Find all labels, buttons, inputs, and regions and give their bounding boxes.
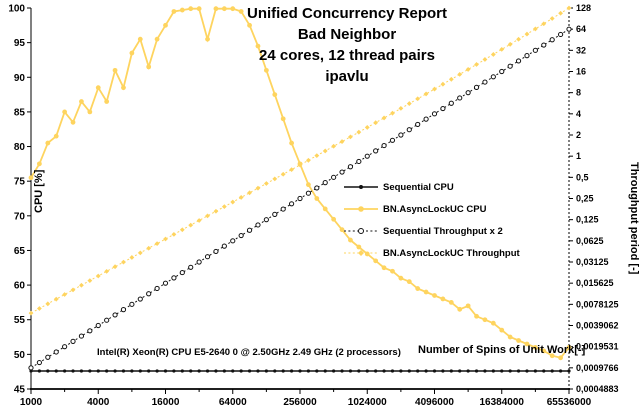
legend-sample-line-icon [344,206,378,212]
y-right-tick-label: 128 [576,3,591,13]
x-tick-label: 16000 [152,397,180,408]
legend-sample-line-icon [344,228,378,234]
y-left-tick-label: 100 [8,4,25,15]
y-right-tick-label: 0,0625 [576,236,604,246]
series-line-3 [30,7,570,314]
y-left-tick-label: 60 [14,281,26,292]
x-tick-label: 4096000 [415,397,454,408]
legend-label: Sequential CPU [383,181,454,193]
y-right-tick-label: 0,0039062 [576,321,619,331]
x-tick-label: 16384000 [480,397,525,408]
y-left-tick-label: 95 [14,38,26,49]
y-right-tick-label: 1 [576,151,581,161]
chart-title: Unified Concurrency Report Bad Neighbor … [222,3,472,87]
y-left-tick-label: 55 [14,315,26,326]
y-right-tick-label: 4 [576,109,581,119]
y-right-tick-label: 0,0004883 [576,384,619,394]
y-right-tick-label: 0,125 [576,215,599,225]
y-right-tick-label: 0,03125 [576,257,609,267]
legend: Sequential CPU BN.AsyncLockUC CPU Sequen… [344,176,520,264]
title-line-4: ipavlu [325,68,369,85]
y-right-tick-label: 0,015625 [576,278,614,288]
y-axis-label-right: Throughput period [-] [628,162,640,275]
y-right-tick-label: 0,25 [576,194,594,204]
y-right-tick-label: 0,0009766 [576,363,619,373]
y-right-tick-label: 8 [576,88,581,98]
y-right-tick-label: 0,5 [576,172,589,182]
legend-item-sequential-cpu: Sequential CPU [344,176,520,198]
x-tick-label: 65536000 [547,397,592,408]
legend-item-async-throughput: BN.AsyncLockUC Throughput [344,242,520,264]
y-left-tick-label: 70 [14,211,26,222]
y-left-tick-label: 85 [14,107,26,118]
y-right-tick-label: 64 [576,24,586,34]
legend-item-sequential-throughput: Sequential Throughput x 2 [344,220,520,242]
y-right-tick-label: 2 [576,130,581,140]
y-left-tick-label: 50 [14,350,26,361]
y-right-tick-label: 16 [576,67,586,77]
x-tick-label: 1024000 [348,397,387,408]
title-line-1: Unified Concurrency Report [246,5,448,22]
x-tick-label: 1000 [20,397,43,408]
legend-label: BN.AsyncLockUC CPU [383,203,487,215]
y-axis-label-left: CPU [%] [33,169,45,213]
legend-sample-line-icon [344,185,378,189]
x-tick-label: 4000 [87,397,110,408]
legend-sample-line-icon [344,250,378,256]
x-axis-label: Number of Spins of Unit Work[-] [418,344,586,356]
y-right-tick-label: 0,0019531 [576,342,619,352]
title-line-2: Bad Neighbor [297,26,397,43]
legend-label: Sequential Throughput x 2 [383,225,503,237]
y-left-tick-label: 75 [14,177,26,188]
cpu-annotation: Intel(R) Xeon(R) CPU E5-2640 0 @ 2.50GHz… [97,347,401,358]
legend-label: BN.AsyncLockUC Throughput [383,247,520,259]
x-tick-label: 64000 [219,397,247,408]
y-right-tick-label: 32 [576,45,586,55]
series-markers-2 [28,26,572,371]
x-tick-label: 256000 [283,397,317,408]
y-left-tick-label: 80 [14,142,26,153]
y-left-tick-label: 65 [14,246,26,257]
title-line-3: 24 cores, 12 thread pairs [259,47,435,64]
y-left-tick-label: 90 [14,73,26,84]
series-markers-0 [29,369,571,373]
y-left-tick-label: 45 [14,385,26,396]
y-right-tick-label: 0,0078125 [576,299,619,309]
legend-item-async-cpu: BN.AsyncLockUC CPU [344,198,520,220]
